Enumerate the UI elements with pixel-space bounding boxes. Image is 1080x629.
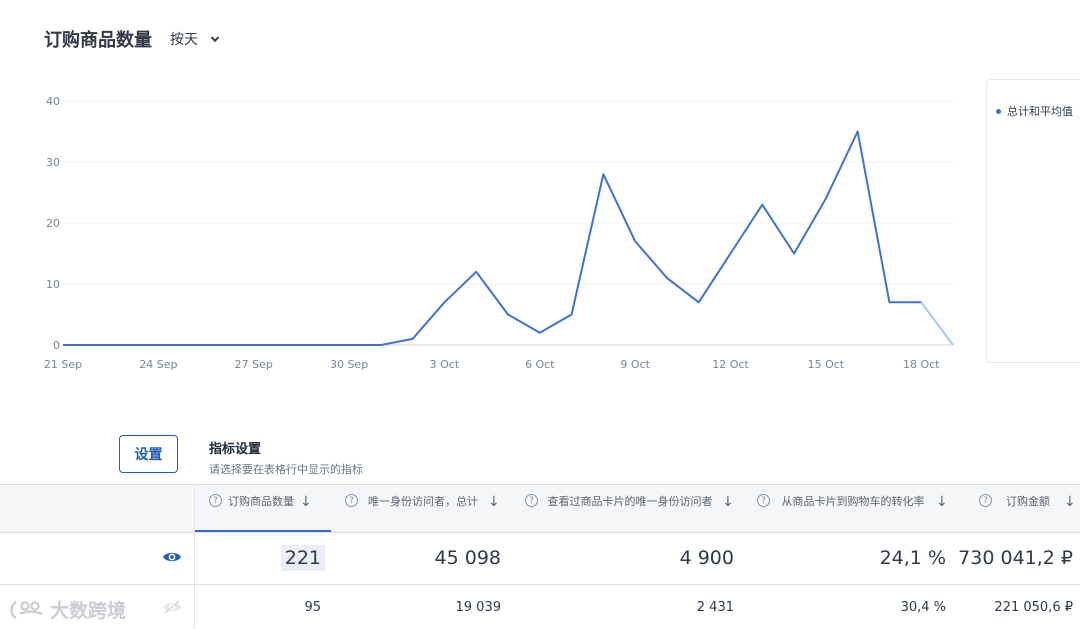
chevron-down-icon — [210, 36, 220, 43]
y-tick-label: 40 — [46, 95, 60, 108]
column-label: 订购商品数量 — [228, 495, 294, 508]
legend-label: 总计和平均值 — [1007, 105, 1073, 118]
column-label: 从商品卡片到购物车的转化率 — [781, 495, 925, 508]
chart-legend: 总计和平均值 — [986, 79, 1080, 363]
sort-arrow-icon[interactable]: ↓ — [1064, 494, 1076, 510]
sort-arrow-icon[interactable]: ↓ — [722, 494, 734, 510]
help-icon[interactable]: ? — [979, 494, 992, 507]
table-cell: 24,1 % — [879, 547, 946, 569]
series-line — [63, 130, 922, 346]
series-line-partial — [920, 301, 954, 346]
y-tick-label: 30 — [46, 156, 60, 169]
page-title: 订购商品数量 — [44, 30, 152, 51]
table-cell: 4 900 — [679, 547, 734, 569]
table-cell: 221 — [195, 532, 325, 584]
help-icon[interactable]: ? — [345, 494, 358, 507]
table-cell: 2 431 — [696, 599, 734, 615]
table-cell: 19 039 — [455, 599, 502, 615]
table-cell: 45 098 — [434, 547, 501, 569]
metrics-settings: 指标设置 请选择要在表格行中显示的指标 — [209, 438, 363, 477]
column-header-ordered-items[interactable]: ? 订购商品数量 ↓ — [195, 485, 331, 532]
legend-dot-icon — [996, 108, 1001, 114]
column-header-unique-visitors[interactable]: ? 唯一身份访问者，总计 ↓ — [331, 485, 509, 532]
x-tick-label: 12 Oct — [712, 358, 749, 371]
x-tick-label: 24 Sep — [139, 358, 177, 371]
column-label: 唯一身份访问者，总计 — [368, 495, 478, 508]
table-cell: 730 041,2 ₽ — [958, 547, 1073, 569]
sort-arrow-icon[interactable]: ↓ — [300, 494, 312, 510]
metrics-settings-title: 指标设置 — [209, 442, 262, 457]
help-icon[interactable]: ? — [757, 494, 770, 507]
y-tick-label: 0 — [53, 339, 60, 352]
legend-item[interactable]: 总计和平均值 — [996, 103, 1073, 119]
x-tick-label: 21 Sep — [44, 358, 82, 371]
watermark: 大数跨境 — [8, 596, 126, 623]
period-dropdown[interactable]: 按天 — [170, 29, 220, 49]
watermark-logo-icon — [10, 600, 43, 619]
y-tick-label: 20 — [46, 217, 60, 230]
column-divider — [194, 484, 195, 628]
column-header-cart-conversion[interactable]: ? 从商品卡片到购物车的转化率 ↓ — [743, 485, 955, 532]
chart-header: 订购商品数量 按天 — [44, 26, 220, 52]
column-label: 订购金额 — [1006, 495, 1050, 508]
column-header-order-amount[interactable]: ? 订购金额 ↓ — [955, 485, 1080, 532]
table-row: 95 19 039 2 431 30,4 % 221 050,6 ₽ — [0, 585, 1080, 629]
table-header: ? 订购商品数量 ↓ ? 唯一身份访问者，总计 ↓ ? 查看过商品卡片的唯一身份… — [0, 484, 1080, 533]
x-tick-label: 3 Oct — [430, 358, 460, 371]
metrics-settings-subtitle: 请选择要在表格行中显示的指标 — [209, 463, 363, 476]
table-cell: 95 — [304, 599, 321, 615]
column-label: 查看过商品卡片的唯一身份访问者 — [547, 495, 713, 508]
settings-button[interactable]: 设置 — [119, 435, 178, 473]
x-tick-label: 15 Oct — [808, 358, 845, 371]
sort-arrow-icon[interactable]: ↓ — [936, 494, 948, 510]
x-tick-label: 6 Oct — [525, 358, 555, 371]
watermark-text: 大数跨境 — [50, 600, 127, 622]
y-tick-label: 10 — [46, 278, 60, 291]
x-tick-label: 18 Oct — [903, 358, 940, 371]
help-icon[interactable]: ? — [209, 494, 222, 507]
period-label: 按天 — [170, 32, 198, 48]
help-icon[interactable]: ? — [525, 494, 538, 507]
sort-arrow-icon[interactable]: ↓ — [488, 494, 500, 510]
x-tick-label: 30 Sep — [330, 358, 368, 371]
eye-off-icon[interactable] — [162, 599, 182, 615]
line-chart: 0 10 20 30 40 21 Sep 24 Sep 27 Sep 30 Sep 3 Oct 6 … — [44, 95, 954, 371]
table-cell: 221 050,6 ₽ — [994, 599, 1073, 615]
x-tick-label: 27 Sep — [235, 358, 273, 371]
column-header-card-visitors[interactable]: ? 查看过商品卡片的唯一身份访问者 ↓ — [509, 485, 743, 532]
eye-icon[interactable] — [162, 549, 182, 565]
table-cell: 30,4 % — [900, 599, 946, 615]
table-row-total: 221 45 098 4 900 24,1 % 730 041,2 ₽ — [0, 532, 1080, 585]
x-tick-label: 9 Oct — [620, 358, 650, 371]
